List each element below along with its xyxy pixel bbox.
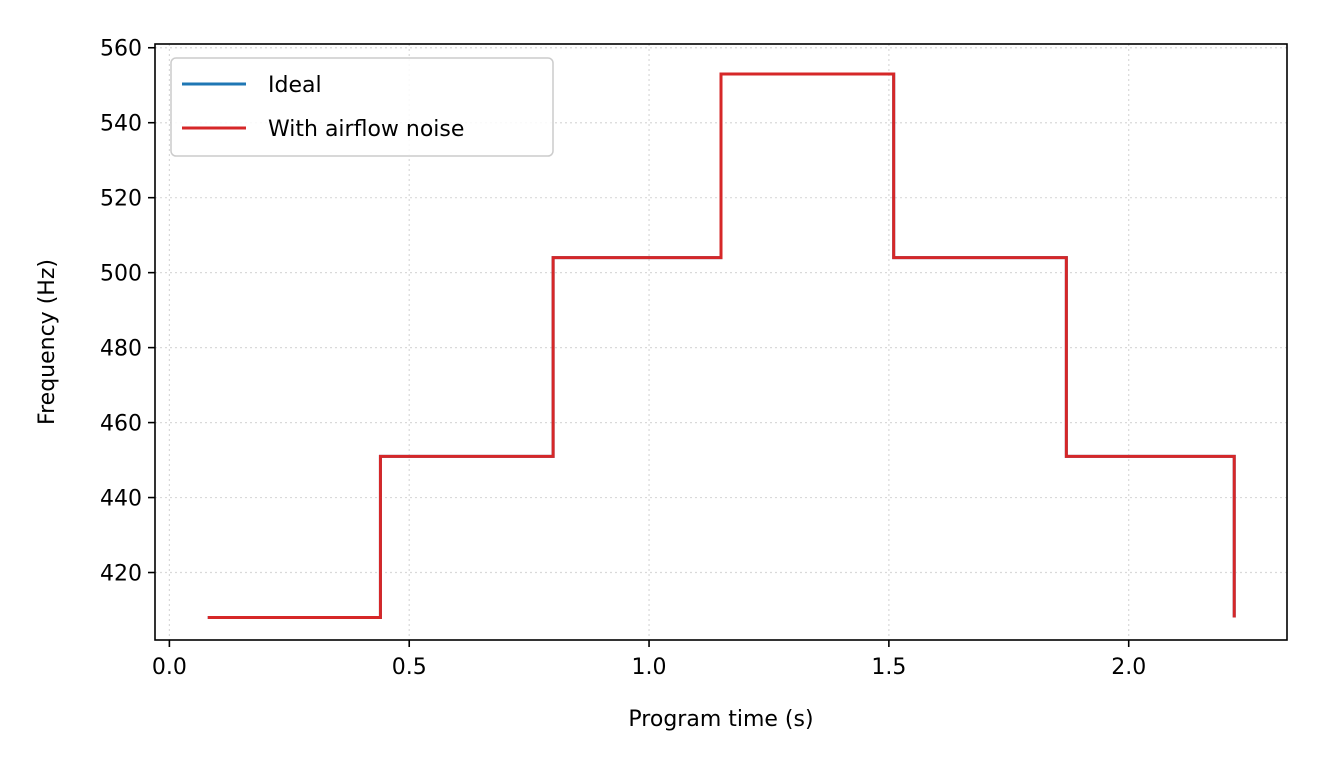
- x-tick-label: 0.5: [392, 655, 427, 680]
- legend-box: [170, 57, 554, 157]
- x-axis-label: Program time (s): [628, 707, 813, 732]
- y-tick-label: 540: [100, 112, 142, 137]
- x-tick-label: 0.0: [152, 655, 187, 680]
- x-tick-label: 1.5: [871, 655, 906, 680]
- x-tick-label: 2.0: [1111, 655, 1146, 680]
- y-tick-label: 420: [100, 562, 142, 587]
- y-tick-label: 460: [100, 412, 142, 437]
- plot-frame: [154, 43, 1288, 641]
- legend: Ideal With airflow noise: [170, 57, 554, 157]
- series-line-1: [207, 72, 1236, 620]
- legend-label: With airflow noise: [268, 117, 464, 142]
- y-tick-label: 500: [100, 262, 142, 287]
- legend-label: Ideal: [268, 73, 322, 98]
- y-axis: 420 440 460 480 500 520 540 560: [100, 37, 155, 587]
- y-tick-label: 440: [100, 487, 142, 512]
- x-tick-label: 1.0: [632, 655, 667, 680]
- series-layer: [207, 72, 1236, 620]
- y-tick-label: 520: [100, 187, 142, 212]
- x-axis: 0.0 0.5 1.0 1.5 2.0: [152, 640, 1146, 680]
- y-tick-label: 480: [100, 337, 142, 362]
- y-axis-label: Frequency (Hz): [35, 259, 60, 425]
- y-tick-label: 560: [100, 37, 142, 62]
